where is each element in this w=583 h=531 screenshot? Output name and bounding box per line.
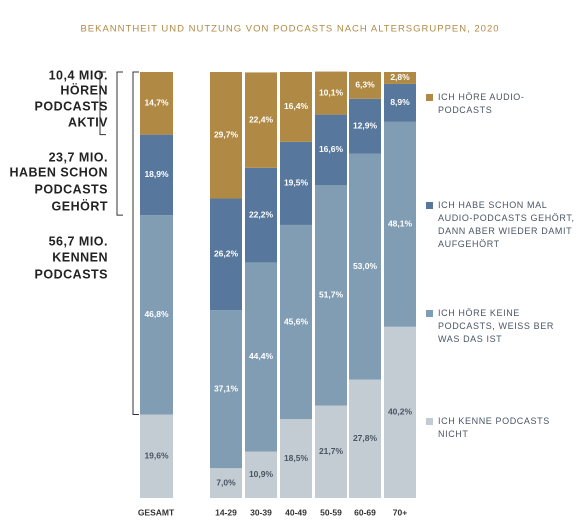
annotation: PODCASTS [35, 182, 108, 196]
value-label: 46,8% [144, 309, 169, 319]
bar-segment [315, 114, 347, 186]
annotation: GEHÖRT [52, 198, 108, 213]
value-label: 22,4% [249, 114, 274, 124]
bar-segment [384, 72, 416, 84]
x-tick-label: 50-59 [320, 507, 342, 517]
legend-label: ICH HABE SCHON MAL AUDIO-PODCASTS GEHÖRT… [438, 200, 575, 249]
value-label: 14,7% [144, 98, 169, 108]
bar-segment [349, 72, 381, 99]
bar-segment [245, 262, 277, 452]
value-label: 40,2% [388, 407, 413, 417]
x-tick-label: 14-29 [215, 507, 237, 517]
value-label: 12,9% [353, 121, 378, 131]
value-label: 21,7% [319, 446, 344, 456]
bar-segment [384, 83, 416, 122]
legend-item: ICH HABE SCHON MAL AUDIO-PODCASTS GEHÖRT… [426, 199, 578, 251]
legend-label: ICH HÖRE KEINE PODCASTS, WEISS BER WAS D… [438, 308, 554, 344]
value-label: 18,5% [284, 453, 309, 463]
bar-segment [140, 134, 173, 216]
annotation: PODCASTS [35, 267, 108, 281]
legend-label: ICH HÖRE AUDIO-PODCASTS [438, 92, 525, 115]
chart-title: BEKANNTHEIT UND NUTZUNG VON PODCASTS NAC… [80, 24, 499, 35]
value-label: 10,9% [249, 469, 274, 479]
bar-segment [384, 121, 416, 327]
bar-segment [140, 414, 173, 498]
value-label: 44,4% [249, 351, 274, 361]
bar-segment [245, 451, 277, 498]
legend-swatch [426, 94, 433, 101]
bracket [99, 71, 106, 136]
value-label: 10,1% [319, 87, 344, 97]
legend-swatch [426, 418, 433, 425]
bar-segment [210, 468, 242, 498]
bar-segment [280, 224, 312, 420]
bracket [132, 71, 139, 416]
legend-label: ICH KENNE PODCASTS NICHT [438, 416, 550, 439]
value-label: 51,7% [319, 290, 344, 300]
value-label: 19,6% [144, 451, 169, 461]
value-label: 19,5% [284, 178, 309, 188]
bar-segment [280, 72, 312, 142]
value-label: 7,0% [216, 477, 236, 487]
bar-segment [349, 153, 381, 380]
annotation: PODCASTS [35, 99, 108, 113]
bar-segment [245, 167, 277, 263]
value-label: 6,3% [355, 80, 375, 90]
value-label: 53,0% [353, 261, 378, 271]
x-tick-label: 70+ [393, 507, 407, 517]
bar-segment [280, 419, 312, 498]
value-label: 22,2% [249, 209, 274, 219]
x-tick-label: 40-49 [285, 507, 307, 517]
bar-segment [140, 72, 173, 135]
x-tick-label: GESAMT [138, 507, 175, 517]
bar-segment [315, 185, 347, 406]
value-label: 16,4% [284, 101, 309, 111]
value-label: 18,9% [144, 169, 169, 179]
legend-swatch [426, 310, 433, 317]
value-label: 16,6% [319, 144, 344, 154]
annotation: 10,4 MIO. [49, 68, 108, 82]
legend-item: ICH HÖRE AUDIO-PODCASTS [426, 91, 578, 117]
bar-segment [140, 215, 173, 415]
value-label: 48,1% [388, 219, 413, 229]
bar-segment [349, 98, 381, 154]
annotation: HÖREN [60, 82, 108, 97]
value-label: 45,6% [284, 316, 309, 326]
value-label: 27,8% [353, 433, 378, 443]
bar-segment [280, 141, 312, 225]
bar-segment [210, 198, 242, 311]
annotation: 56,7 MIO. [49, 234, 108, 248]
annotation: KENNEN [52, 250, 108, 264]
bar-segment [245, 72, 277, 168]
bar-segment [210, 72, 242, 199]
bar-segment [315, 71, 347, 115]
bar-segment [315, 405, 347, 498]
bar-segment [349, 379, 381, 498]
annotation: 23,7 MIO. [49, 150, 108, 164]
value-label: 8,9% [390, 97, 410, 107]
value-label: 26,2% [214, 249, 239, 259]
annotation: HABEN SCHON [9, 165, 108, 179]
bracket [116, 71, 123, 216]
value-label: 29,7% [214, 130, 239, 140]
annotation: AKTIV [68, 115, 108, 129]
x-tick-label: 30-39 [250, 507, 272, 517]
value-label: 37,1% [214, 383, 239, 393]
value-label: 2,8% [390, 72, 410, 82]
legend-item: ICH HÖRE KEINE PODCASTS, WEISS BER WAS D… [426, 307, 578, 346]
x-tick-label: 60-69 [354, 507, 376, 517]
legend-swatch [426, 202, 433, 209]
bar-segment [384, 326, 416, 498]
legend-item: ICH KENNE PODCASTS NICHT [426, 415, 578, 441]
bar-segment [210, 310, 242, 469]
